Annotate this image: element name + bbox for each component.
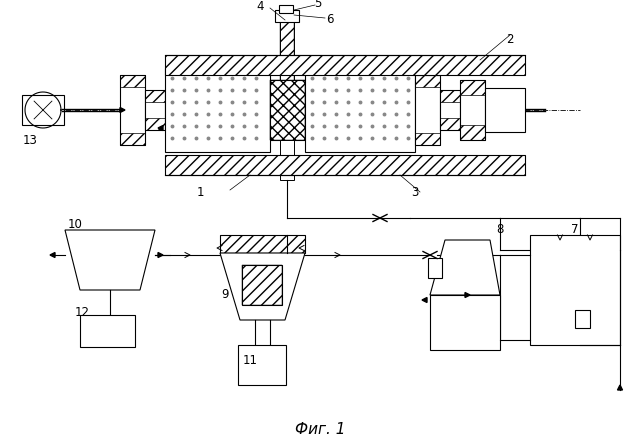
Polygon shape bbox=[618, 385, 623, 390]
Bar bbox=[460, 80, 485, 95]
Text: 5: 5 bbox=[314, 0, 322, 11]
Bar bbox=[275, 10, 299, 22]
Bar bbox=[305, 68, 415, 152]
Text: 10: 10 bbox=[68, 218, 83, 231]
Text: 6: 6 bbox=[326, 13, 333, 27]
Bar bbox=[415, 133, 440, 145]
Text: 1: 1 bbox=[196, 186, 204, 199]
Polygon shape bbox=[158, 126, 163, 131]
Text: 13: 13 bbox=[22, 134, 37, 147]
Text: 3: 3 bbox=[412, 186, 419, 199]
Bar bbox=[575, 310, 590, 328]
Bar bbox=[270, 80, 305, 140]
Bar bbox=[238, 345, 286, 385]
Polygon shape bbox=[65, 230, 155, 290]
Polygon shape bbox=[158, 253, 163, 258]
Polygon shape bbox=[422, 297, 427, 302]
Bar bbox=[440, 90, 460, 102]
Bar bbox=[415, 75, 440, 145]
Bar bbox=[242, 265, 282, 305]
Text: 9: 9 bbox=[221, 289, 228, 301]
Text: Фиг. 1: Фиг. 1 bbox=[295, 423, 345, 437]
Text: 8: 8 bbox=[496, 223, 504, 237]
Bar bbox=[440, 90, 460, 130]
Bar bbox=[165, 55, 525, 75]
Bar bbox=[120, 75, 145, 87]
Bar bbox=[270, 80, 305, 140]
Text: 11: 11 bbox=[243, 353, 257, 366]
Polygon shape bbox=[465, 293, 470, 297]
Bar bbox=[145, 90, 165, 130]
Bar bbox=[530, 235, 620, 345]
Polygon shape bbox=[220, 253, 305, 320]
Bar bbox=[440, 118, 460, 130]
Text: 4: 4 bbox=[256, 0, 264, 13]
Bar bbox=[280, 20, 294, 80]
Bar bbox=[145, 90, 165, 102]
Bar bbox=[120, 75, 145, 145]
Bar bbox=[165, 155, 525, 175]
Bar bbox=[242, 265, 282, 305]
Bar bbox=[428, 258, 442, 278]
Bar bbox=[280, 140, 294, 180]
Text: 12: 12 bbox=[74, 305, 90, 318]
Bar bbox=[485, 88, 525, 132]
Bar bbox=[120, 133, 145, 145]
Bar bbox=[280, 20, 294, 80]
Bar bbox=[460, 80, 485, 140]
Text: 7: 7 bbox=[572, 223, 579, 237]
Bar bbox=[165, 68, 270, 152]
Bar bbox=[22, 95, 64, 125]
Bar bbox=[460, 125, 485, 140]
Polygon shape bbox=[120, 107, 125, 112]
Bar bbox=[145, 118, 165, 130]
Polygon shape bbox=[50, 253, 55, 258]
Bar bbox=[279, 5, 293, 13]
Polygon shape bbox=[430, 240, 500, 295]
Bar bbox=[220, 235, 305, 253]
Bar bbox=[430, 295, 500, 350]
Bar bbox=[80, 315, 135, 347]
Text: 2: 2 bbox=[506, 33, 514, 47]
Bar bbox=[415, 75, 440, 87]
